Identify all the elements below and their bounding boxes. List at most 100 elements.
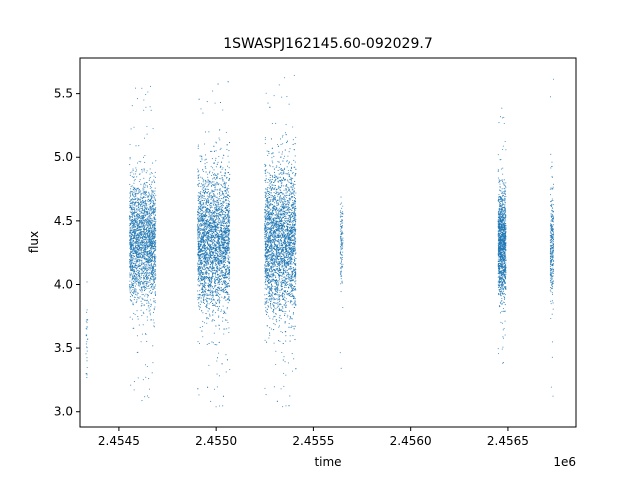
- data-point: [146, 125, 148, 127]
- data-point: [205, 252, 207, 254]
- data-point: [150, 263, 153, 265]
- data-point: [133, 247, 135, 249]
- data-point: [212, 311, 214, 313]
- data-point: [143, 226, 145, 228]
- data-point: [210, 284, 212, 287]
- data-point: [137, 227, 139, 229]
- data-point: [146, 254, 148, 256]
- data-point: [220, 280, 222, 282]
- data-point: [221, 263, 223, 265]
- data-point: [202, 214, 204, 216]
- data-point: [149, 273, 151, 275]
- data-point: [135, 189, 137, 191]
- data-point: [142, 239, 144, 241]
- data-point: [214, 282, 216, 285]
- data-point: [229, 256, 231, 258]
- data-point: [208, 183, 210, 185]
- data-point: [132, 214, 134, 216]
- data-point: [220, 219, 222, 221]
- data-point: [129, 164, 131, 166]
- data-point: [217, 279, 219, 281]
- data-point: [138, 234, 140, 236]
- data-point: [131, 318, 133, 320]
- data-point: [226, 284, 228, 286]
- data-point: [147, 255, 149, 257]
- data-point: [151, 291, 153, 293]
- data-point: [130, 215, 132, 217]
- data-point: [146, 340, 148, 343]
- data-point: [206, 222, 208, 224]
- data-point: [145, 182, 147, 184]
- data-point: [154, 245, 156, 248]
- data-point: [135, 171, 137, 173]
- data-point: [133, 280, 135, 282]
- data-point: [198, 192, 200, 194]
- data-point: [139, 251, 141, 253]
- data-point: [132, 195, 134, 197]
- data-point: [147, 239, 149, 241]
- data-point: [209, 260, 211, 263]
- data-point: [213, 262, 215, 264]
- data-point: [131, 215, 134, 217]
- data-point: [85, 335, 87, 337]
- data-point: [129, 274, 132, 276]
- data-point: [154, 241, 156, 243]
- data-point: [199, 281, 201, 283]
- data-point: [218, 231, 221, 233]
- data-point: [217, 203, 219, 205]
- data-point: [228, 252, 230, 254]
- data-point: [211, 259, 213, 261]
- data-point: [129, 262, 131, 264]
- data-point: [137, 318, 139, 320]
- data-point: [218, 286, 220, 288]
- data-point: [217, 173, 219, 176]
- data-point: [147, 305, 149, 307]
- data-point: [141, 333, 143, 335]
- data-point: [147, 265, 149, 267]
- data-point: [149, 205, 152, 207]
- data-point: [132, 269, 134, 271]
- data-point: [129, 272, 131, 274]
- data-point: [226, 187, 228, 189]
- data-point: [218, 199, 220, 201]
- data-point: [209, 170, 211, 172]
- data-point: [150, 109, 152, 111]
- data-point: [137, 281, 139, 284]
- data-point: [152, 268, 155, 270]
- data-point: [228, 167, 230, 169]
- data-point: [138, 275, 140, 277]
- data-point: [134, 262, 136, 264]
- data-point: [140, 231, 142, 234]
- data-point: [134, 265, 136, 267]
- data-point: [133, 173, 135, 175]
- data-point: [132, 201, 134, 203]
- data-point: [154, 210, 156, 213]
- data-point: [148, 215, 150, 217]
- data-point: [140, 232, 143, 234]
- data-point: [228, 187, 230, 189]
- data-point: [154, 262, 156, 265]
- data-point: [211, 227, 213, 229]
- data-point: [131, 229, 133, 231]
- data-point: [210, 297, 212, 299]
- data-point: [154, 236, 156, 238]
- data-point: [150, 304, 152, 306]
- data-point: [204, 293, 206, 295]
- data-point: [202, 170, 204, 172]
- data-point: [151, 255, 153, 257]
- data-point: [197, 168, 199, 170]
- data-point: [142, 263, 144, 265]
- data-point: [86, 377, 88, 379]
- data-point: [152, 345, 154, 347]
- data-point: [198, 201, 200, 203]
- data-point: [146, 281, 148, 283]
- data-point: [154, 243, 156, 245]
- data-point: [204, 159, 206, 161]
- data-point: [135, 233, 137, 235]
- data-point: [139, 262, 141, 264]
- data-point: [131, 202, 134, 204]
- data-point: [138, 249, 140, 251]
- data-point: [150, 272, 152, 274]
- data-point: [130, 211, 132, 214]
- data-point: [212, 202, 214, 204]
